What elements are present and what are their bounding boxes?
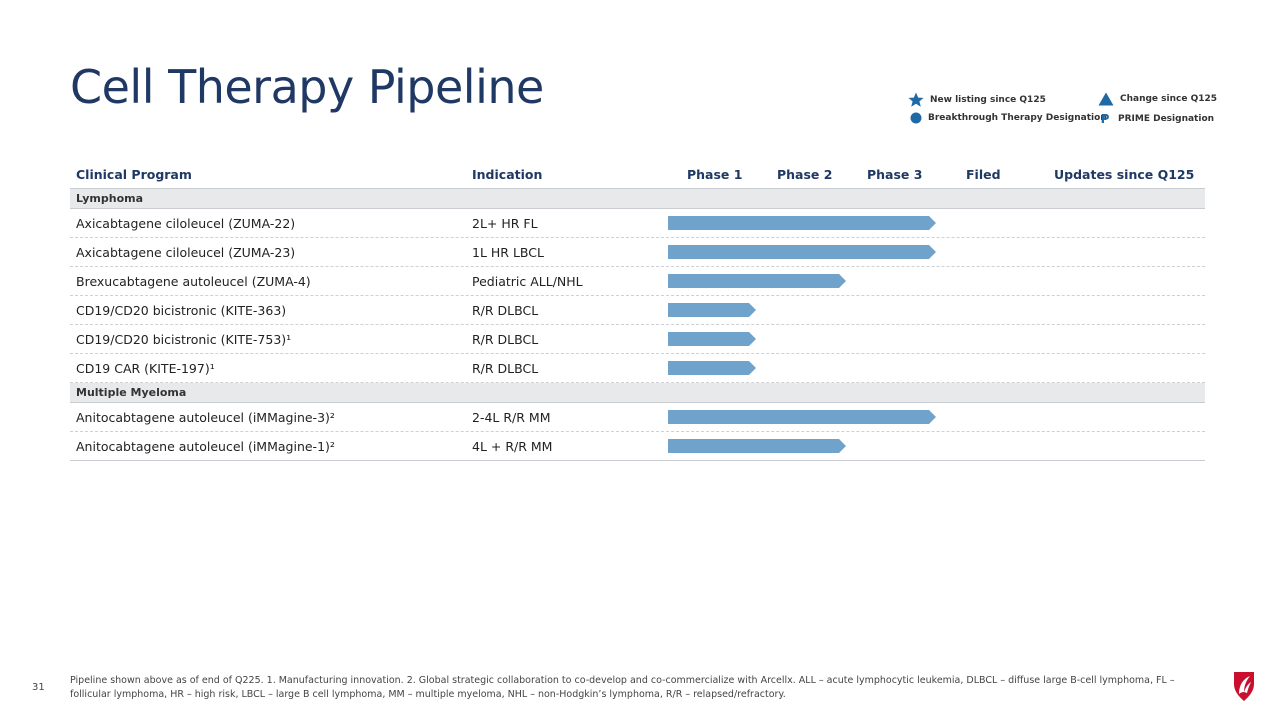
- header-indication: Indication: [472, 167, 543, 182]
- indication: 1L HR LBCL: [472, 245, 544, 260]
- star-icon: [908, 92, 924, 107]
- program-name: Anitocabtagene autoleucel (iMMagine-3)²: [76, 410, 335, 425]
- indication: R/R DLBCL: [472, 332, 539, 347]
- phase-bar: [668, 410, 936, 424]
- group-lymphoma: Lymphoma: [70, 189, 1205, 209]
- indication: 4L + R/R MM: [472, 439, 553, 454]
- page-number: 31: [32, 682, 45, 693]
- legend-change-label: Change since Q125: [1120, 94, 1218, 104]
- program-name: CD19 CAR (KITE-197)¹: [76, 361, 215, 376]
- phase-bar: [668, 332, 756, 346]
- table-row: CD19/CD20 bicistronic (KITE-363) R/R DLB…: [70, 296, 1205, 325]
- legend-new-listing-label: New listing since Q125: [930, 95, 1046, 105]
- phase-bar: [668, 245, 936, 259]
- legend-prime-label: PRIME Designation: [1118, 114, 1215, 124]
- program-name: CD19/CD20 bicistronic (KITE-363): [76, 303, 287, 318]
- table-row: Axicabtagene ciloleucel (ZUMA-22) 2L+ HR…: [70, 209, 1205, 238]
- triangle-icon: [1098, 92, 1114, 106]
- legend-prime: P PRIME Designation: [1098, 112, 1214, 126]
- company-logo-icon: [1234, 672, 1254, 701]
- header-filed: Filed: [966, 167, 1001, 182]
- legend-breakthrough: Breakthrough Therapy Designation: [910, 112, 1107, 124]
- table-row: Anitocabtagene autoleucel (iMMagine-3)² …: [70, 403, 1205, 432]
- phase-bar: [668, 439, 846, 453]
- program-name: Axicabtagene ciloleucel (ZUMA-22): [76, 216, 296, 231]
- program-name: Axicabtagene ciloleucel (ZUMA-23): [76, 245, 296, 260]
- indication: Pediatric ALL/NHL: [472, 274, 583, 289]
- circle-icon: [910, 112, 922, 124]
- table-row: Anitocabtagene autoleucel (iMMagine-1)² …: [70, 432, 1205, 461]
- indication: 2L+ HR FL: [472, 216, 538, 231]
- group-myeloma: Multiple Myeloma: [70, 383, 1205, 403]
- legend-change: Change since Q125: [1098, 92, 1217, 106]
- table-row: CD19 CAR (KITE-197)¹ R/R DLBCL: [70, 354, 1205, 383]
- indication: 2-4L R/R MM: [472, 410, 551, 425]
- table-row: Axicabtagene ciloleucel (ZUMA-23) 1L HR …: [70, 238, 1205, 267]
- program-name: Anitocabtagene autoleucel (iMMagine-1)²: [76, 439, 335, 454]
- indication: R/R DLBCL: [472, 303, 539, 318]
- table-row: CD19/CD20 bicistronic (KITE-753)¹ R/R DL…: [70, 325, 1205, 354]
- prime-icon: P: [1100, 112, 1110, 126]
- program-name: Brexucabtagene autoleucel (ZUMA-4): [76, 274, 311, 289]
- phase-bar: [668, 303, 756, 317]
- indication: R/R DLBCL: [472, 361, 539, 376]
- header-phase1: Phase 1: [687, 167, 743, 182]
- header-phase2: Phase 2: [777, 167, 833, 182]
- program-name: CD19/CD20 bicistronic (KITE-753)¹: [76, 332, 292, 347]
- page-title: Cell Therapy Pipeline: [70, 60, 544, 114]
- legend-new-listing: New listing since Q125: [908, 92, 1046, 108]
- header-program: Clinical Program: [76, 167, 192, 182]
- header-updates: Updates since Q125: [1054, 167, 1195, 182]
- header-phase3: Phase 3: [867, 167, 923, 182]
- phase-bar: [668, 361, 756, 375]
- legend: New listing since Q125 Change since Q125…: [908, 92, 1217, 128]
- legend-breakthrough-label: Breakthrough Therapy Designation: [928, 113, 1107, 123]
- pipeline-table: Clinical Program Indication Phase 1 Phas…: [70, 160, 1205, 461]
- table-header: Clinical Program Indication Phase 1 Phas…: [70, 160, 1205, 189]
- phase-bar: [668, 274, 846, 288]
- table-row: Brexucabtagene autoleucel (ZUMA-4) Pedia…: [70, 267, 1205, 296]
- phase-bar: [668, 216, 936, 230]
- footnote: Pipeline shown above as of end of Q225. …: [70, 675, 1175, 700]
